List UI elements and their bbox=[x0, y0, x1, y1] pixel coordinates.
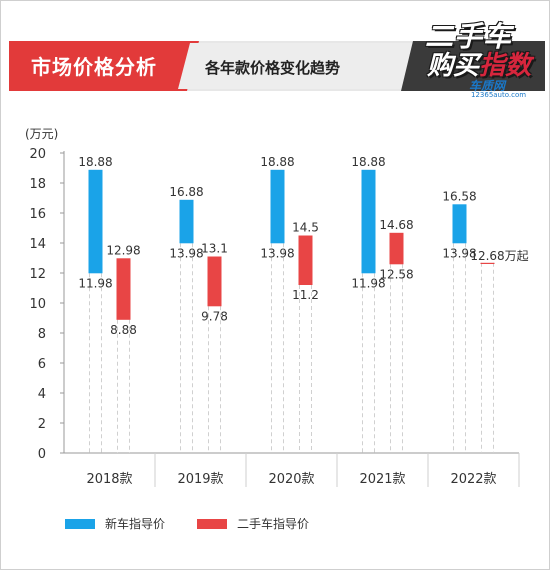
new-car-high-label: 16.58 bbox=[442, 189, 476, 203]
new-car-low-label: 13.98 bbox=[442, 246, 476, 260]
new-car-low-label: 11.98 bbox=[351, 276, 385, 290]
used-car-high-label: 14.68 bbox=[379, 218, 413, 232]
y-tick-label: 0 bbox=[38, 447, 46, 462]
y-tick-label: 16 bbox=[29, 207, 46, 222]
y-tick-label: 14 bbox=[29, 237, 46, 252]
legend-item-new: 新车指导价 bbox=[65, 515, 165, 532]
y-tick-label: 6 bbox=[38, 357, 46, 372]
new-car-low-label: 13.98 bbox=[169, 246, 203, 260]
used-car-low-label: 12.58 bbox=[379, 267, 413, 281]
y-tick-label: 20 bbox=[29, 147, 46, 162]
x-tick-label: 2021款 bbox=[359, 472, 405, 487]
used-car-price-bar bbox=[389, 232, 404, 265]
new-car-price-bar bbox=[270, 169, 285, 244]
legend-swatch-new bbox=[65, 518, 95, 529]
price-range-chart: 0 2 4 6 8 10 12 14 16 18 20 2018款 18.88 11.98 12.98 8.8… bbox=[29, 147, 529, 487]
used-car-low-label: 9.78 bbox=[201, 309, 228, 323]
used-car-price-bar bbox=[116, 258, 131, 320]
new-car-price-bar bbox=[361, 169, 376, 274]
x-tick-label: 2022款 bbox=[450, 472, 496, 487]
x-tick-label: 2019款 bbox=[177, 472, 223, 487]
legend-item-used: 二手车指导价 bbox=[197, 515, 309, 532]
logo-url: 12365auto.com bbox=[471, 91, 527, 99]
used-car-price-bar bbox=[480, 262, 495, 264]
y-tick-label: 4 bbox=[38, 387, 46, 402]
y-tick-label: 10 bbox=[29, 297, 46, 312]
y-tick-label: 12 bbox=[29, 267, 46, 282]
used-car-high-label: 12.68万起 bbox=[470, 249, 528, 263]
used-car-high-label: 14.5 bbox=[292, 221, 319, 235]
y-tick-label: 2 bbox=[38, 417, 46, 432]
y-tick-label: 8 bbox=[38, 327, 46, 342]
new-car-high-label: 18.88 bbox=[260, 155, 294, 169]
x-tick-label: 2020款 bbox=[268, 472, 314, 487]
new-car-high-label: 16.88 bbox=[169, 185, 203, 199]
new-car-low-label: 11.98 bbox=[78, 276, 112, 290]
new-car-low-label: 13.98 bbox=[260, 246, 294, 260]
legend-label-used: 二手车指导价 bbox=[237, 517, 310, 531]
new-car-high-label: 18.88 bbox=[78, 155, 112, 169]
logo-line2-b: 指数 bbox=[479, 51, 532, 81]
new-car-high-label: 18.88 bbox=[351, 155, 385, 169]
section-title: 市场价格分析 bbox=[31, 55, 157, 79]
used-car-price-bar bbox=[298, 235, 313, 285]
logo-line2: 购买指数 bbox=[427, 45, 531, 82]
logo-brand: 车质网 bbox=[469, 79, 506, 93]
section-header: 市场价格分析 各年款价格变化趋势 二手车 购买指数 车质网 12365auto.… bbox=[9, 20, 545, 99]
logo-line1: 二手车 bbox=[425, 20, 513, 53]
y-axis-unit: (万元) bbox=[25, 127, 59, 141]
new-car-price-bar bbox=[88, 169, 103, 274]
new-car-price-bar bbox=[452, 204, 467, 244]
used-car-price-bar bbox=[207, 256, 222, 307]
header-banner bbox=[9, 41, 545, 91]
chart-subtitle: 各年款价格变化趋势 bbox=[205, 59, 341, 77]
used-car-high-label: 12.98 bbox=[106, 243, 140, 257]
new-car-price-bar bbox=[179, 199, 194, 244]
legend-swatch-used bbox=[197, 518, 227, 529]
used-car-low-label: 11.2 bbox=[292, 288, 319, 302]
logo-line2-a: 购买 bbox=[427, 51, 480, 81]
brand-logo: 二手车 购买指数 车质网 12365auto.com bbox=[417, 11, 543, 99]
used-car-low-label: 8.88 bbox=[110, 323, 137, 337]
y-tick-label: 18 bbox=[29, 177, 46, 192]
x-tick-label: 2018款 bbox=[86, 472, 132, 487]
legend-label-new: 新车指导价 bbox=[105, 517, 166, 531]
used-car-high-label: 13.1 bbox=[201, 242, 228, 256]
